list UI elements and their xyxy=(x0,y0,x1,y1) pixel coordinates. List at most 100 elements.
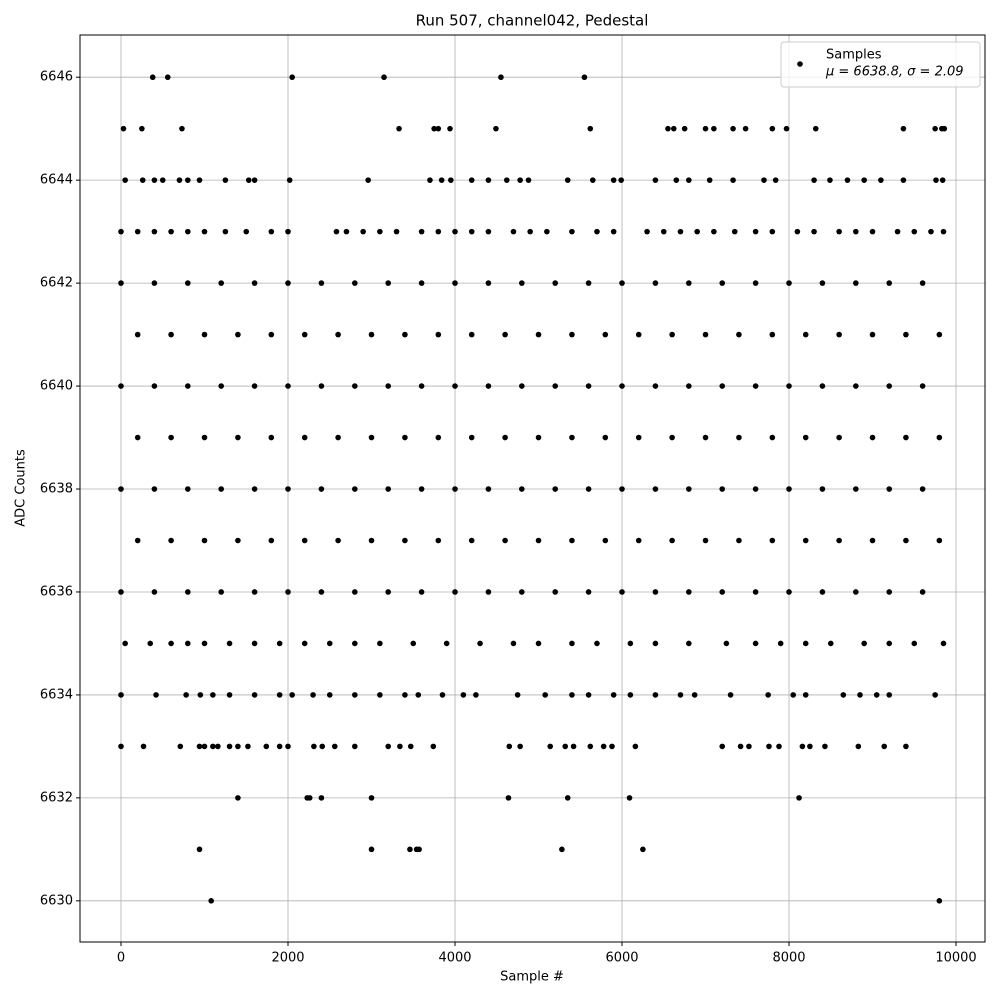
point xyxy=(627,692,634,698)
point xyxy=(377,640,383,647)
point xyxy=(510,640,517,647)
point xyxy=(669,434,675,441)
point xyxy=(731,228,738,235)
point xyxy=(861,640,867,647)
point xyxy=(326,692,333,698)
point xyxy=(562,743,569,750)
point xyxy=(635,331,642,338)
point xyxy=(134,434,141,441)
point xyxy=(786,383,792,389)
point xyxy=(134,228,141,235)
point xyxy=(772,177,779,183)
point xyxy=(886,383,893,389)
point xyxy=(752,280,759,286)
point xyxy=(396,125,402,132)
point xyxy=(686,177,692,183)
point xyxy=(836,434,842,441)
point xyxy=(610,177,617,183)
point xyxy=(619,383,625,389)
point xyxy=(301,640,308,647)
point xyxy=(218,280,225,286)
point xyxy=(665,125,671,132)
point xyxy=(393,228,400,235)
point xyxy=(118,692,124,698)
point xyxy=(594,640,600,647)
point xyxy=(285,743,291,750)
point xyxy=(857,692,863,698)
y-tick-label: 6636 xyxy=(40,584,73,599)
point xyxy=(319,743,326,750)
point xyxy=(706,177,713,183)
point xyxy=(402,434,408,441)
point xyxy=(719,383,726,389)
point xyxy=(377,228,383,235)
point xyxy=(535,331,542,338)
point xyxy=(222,228,229,235)
point xyxy=(769,537,776,544)
point xyxy=(402,537,408,544)
y-tick-label: 6632 xyxy=(40,790,73,805)
point xyxy=(503,177,510,183)
point xyxy=(410,640,417,647)
point xyxy=(276,743,283,750)
point xyxy=(836,537,842,544)
point xyxy=(506,743,513,750)
point xyxy=(151,280,158,286)
x-tick-label: 6000 xyxy=(605,951,638,966)
point xyxy=(226,692,233,698)
point xyxy=(201,434,208,441)
point xyxy=(686,383,692,389)
point xyxy=(201,640,208,647)
point xyxy=(900,125,907,132)
point xyxy=(652,692,659,698)
point xyxy=(352,589,358,595)
point xyxy=(903,434,909,441)
point xyxy=(903,331,909,338)
point xyxy=(559,846,565,853)
point xyxy=(569,434,575,441)
point xyxy=(635,537,642,544)
point xyxy=(519,383,525,389)
point xyxy=(886,589,893,595)
point xyxy=(602,434,609,441)
point xyxy=(903,743,909,750)
point xyxy=(686,640,692,647)
point xyxy=(585,692,592,698)
point xyxy=(776,743,782,750)
point xyxy=(333,228,340,235)
point xyxy=(936,537,943,544)
point xyxy=(468,537,475,544)
point xyxy=(514,692,521,698)
point xyxy=(769,434,776,441)
legend-marker xyxy=(797,61,803,67)
point xyxy=(418,280,425,286)
point xyxy=(819,383,826,389)
x-tick-label: 2000 xyxy=(271,951,304,966)
point xyxy=(385,743,392,750)
point xyxy=(335,434,341,441)
point xyxy=(430,743,437,750)
point xyxy=(702,434,709,441)
y-tick-label: 6630 xyxy=(40,893,73,908)
point xyxy=(535,434,542,441)
point xyxy=(185,280,191,286)
point xyxy=(535,640,542,647)
point xyxy=(652,383,659,389)
point xyxy=(439,692,446,698)
point xyxy=(936,331,943,338)
point xyxy=(802,692,809,698)
point xyxy=(694,228,700,235)
point xyxy=(134,537,141,544)
point xyxy=(285,486,291,492)
point xyxy=(552,486,559,492)
point xyxy=(802,331,809,338)
point xyxy=(594,228,600,235)
point xyxy=(730,177,736,183)
y-tick-label: 6638 xyxy=(40,482,73,497)
point xyxy=(318,383,325,389)
point xyxy=(900,177,907,183)
point xyxy=(286,177,293,183)
point xyxy=(669,537,675,544)
point xyxy=(185,383,191,389)
point xyxy=(919,486,926,492)
